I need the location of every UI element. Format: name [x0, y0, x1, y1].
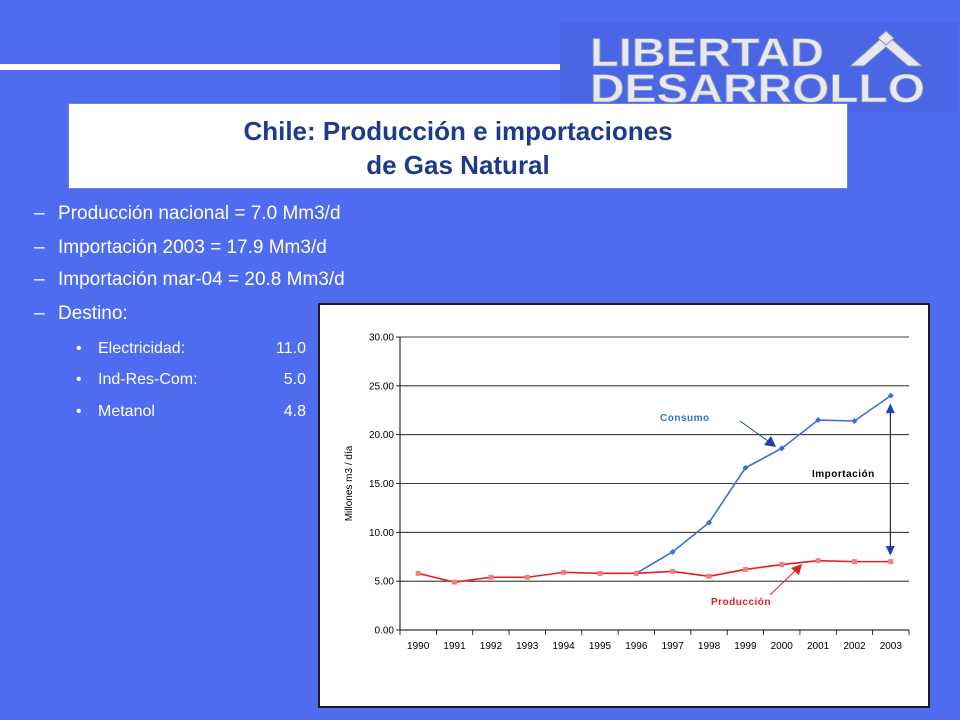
produccion-point: [524, 574, 530, 580]
x-tick-label: 1999: [734, 641, 757, 652]
annotation-produccion: Producción: [711, 597, 771, 608]
produccion-point: [670, 568, 676, 574]
produccion-point: [561, 569, 567, 575]
x-tick-label: 1998: [698, 641, 721, 652]
bullet-text: Importación mar-04 = 20.8 Mm3/d: [58, 269, 345, 290]
annotation-consumo-arrow: [739, 420, 769, 442]
annotation-produccion-arrowhead: [791, 564, 802, 575]
x-tick-label: 1991: [443, 641, 466, 652]
title-line1: Chile: Producción e importaciones: [243, 116, 673, 146]
y-tick-label: 25.00: [369, 381, 394, 392]
x-tick-label: 1996: [625, 641, 648, 652]
consumo-point: [887, 392, 894, 399]
x-tick-label: 2000: [771, 641, 794, 652]
x-tick-label: 1990: [407, 641, 430, 652]
produccion-point: [597, 570, 603, 576]
annotation-importacion: Importación: [812, 469, 875, 480]
produccion-point: [742, 566, 748, 572]
produccion-point: [779, 562, 785, 568]
sub-bullet-label: Metanol: [98, 403, 155, 420]
x-tick-label: 1994: [552, 641, 575, 652]
sub-bullet-label: Ind-Res-Com:: [98, 371, 198, 388]
produccion-line: [417, 559, 891, 583]
slide-title: Chile: Producción e importaciones de Gas…: [68, 103, 848, 189]
x-tick-label: 2003: [880, 641, 903, 652]
bullet-text: Importación 2003 = 17.9 Mm3/d: [58, 237, 327, 258]
annotation-consumo-arrowhead: [764, 436, 776, 447]
produccion-point: [415, 570, 421, 576]
y-tick-label: 15.00: [369, 479, 394, 490]
x-tick-label: 1993: [516, 641, 539, 652]
x-tick-label: 1997: [662, 641, 685, 652]
bullet-text: Producción nacional = 7.0 Mm3/d: [58, 203, 341, 224]
bullet-text: Destino:: [58, 303, 128, 324]
consumo-point: [742, 464, 749, 471]
produccion-point: [815, 558, 821, 564]
x-tick-label: 1992: [480, 641, 503, 652]
importacion-arrowhead-top: [885, 403, 895, 414]
consumo-point: [669, 548, 676, 555]
annotation-consumo: Consumo: [660, 413, 710, 424]
y-tick-label: 20.00: [369, 430, 394, 441]
produccion-point: [633, 570, 639, 576]
consumo-point: [778, 445, 785, 452]
y-tick-label: 10.00: [369, 528, 394, 539]
y-tick-label: 0.00: [375, 626, 395, 637]
y-axis-label: Millones m3 / día: [344, 445, 355, 521]
annotation-produccion-arrow: [769, 569, 797, 596]
consumo-point: [815, 417, 822, 424]
libertad-desarrollo-logo: LIBERTAD DESARROLLO: [560, 22, 958, 112]
sub-bullet-value: 4.8: [283, 403, 306, 420]
sub-bullet-value: 11.0: [276, 340, 306, 357]
title-divider-line: [0, 64, 560, 70]
consumo-point: [851, 417, 858, 424]
produccion-point: [452, 579, 458, 585]
gas-chart: 0.00 5.00 10.00 15.00 20.00 25.00 30.00 1990 199…: [318, 303, 930, 708]
y-tick-label: 5.00: [375, 577, 395, 588]
chart-canvas: 0.00 5.00 10.00 15.00 20.00 25.00 30.00 1990 199…: [344, 333, 910, 652]
consumo-line: [635, 394, 892, 575]
produccion-point: [706, 573, 712, 579]
x-tick-label: 2002: [843, 641, 866, 652]
produccion-point: [888, 559, 894, 565]
title-line2: de Gas Natural: [366, 150, 550, 180]
x-tick-label: 2001: [807, 641, 830, 652]
produccion-point: [488, 574, 494, 580]
produccion-point: [851, 559, 857, 565]
sub-bullet-value: 5.0: [283, 371, 306, 388]
logo-line1: LIBERTAD: [590, 31, 824, 75]
logo-mark-icon: [848, 30, 924, 67]
consumo-point: [706, 519, 713, 526]
x-tick-label: 1995: [589, 641, 612, 652]
sub-bullet-label: Electricidad:: [98, 340, 186, 357]
importacion-arrowhead-bottom: [885, 546, 895, 556]
y-tick-label: 30.00: [369, 333, 394, 344]
